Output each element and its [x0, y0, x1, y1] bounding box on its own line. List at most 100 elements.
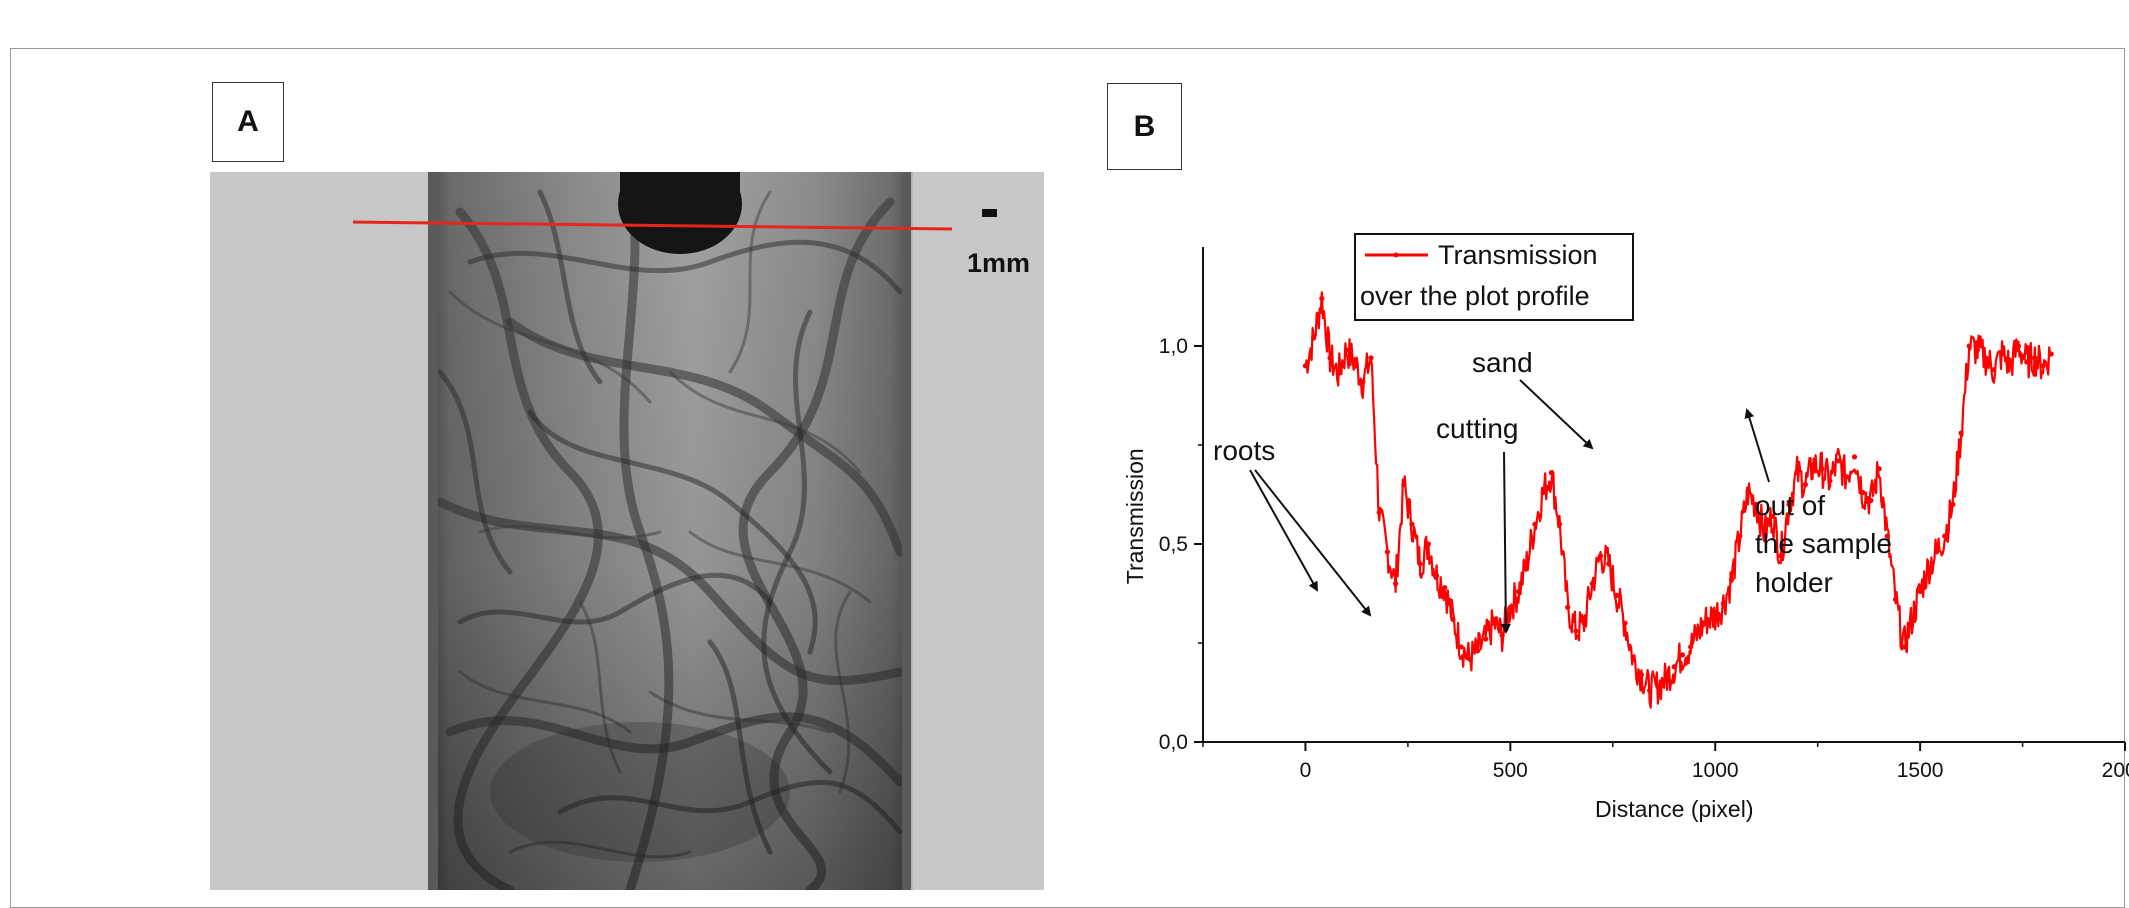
data-point [1655, 683, 1661, 690]
data-point [1671, 664, 1677, 670]
data-point [2032, 355, 2038, 361]
data-point [1458, 644, 1464, 650]
data-point [1925, 565, 1931, 571]
data-point [1474, 648, 1481, 654]
data-point [1884, 533, 1890, 539]
series-line [1304, 291, 2053, 709]
transmission-chart: 0 500 1000 1500 2000 0,0 0,5 1,0 Distance (pixel… [1122, 233, 2129, 822]
data-point [1384, 549, 1390, 555]
panel-label-a: A [212, 82, 284, 162]
data-point [1876, 466, 1882, 472]
annotation-arrows [1249, 379, 1770, 634]
data-point [1442, 584, 1448, 591]
legend-label-line1: Transmission [1438, 240, 1598, 270]
data-point [1794, 470, 1800, 476]
data-point [1352, 359, 1358, 365]
data-point [1597, 553, 1604, 559]
data-point [1343, 347, 1350, 353]
data-point [1909, 616, 1915, 622]
data-point [1499, 632, 1505, 638]
data-point [2048, 351, 2054, 357]
data-point [1974, 347, 1981, 353]
data-point [1769, 513, 1776, 519]
data-point [1966, 343, 1972, 349]
data-point [2007, 363, 2013, 369]
data-point [1425, 541, 1431, 547]
x-tick-label: 2000 [2102, 759, 2129, 782]
data-point [1401, 482, 1407, 488]
panel-label-b: B [1107, 83, 1182, 170]
chart-legend: Transmission over the plot profile [1354, 233, 1634, 321]
data-point [1950, 501, 1956, 507]
data-point [1540, 489, 1546, 496]
annotation-sand: sand [1472, 347, 1533, 378]
x-tick-label: 500 [1493, 759, 1528, 782]
y-tick-label: 0,5 [1159, 533, 1188, 556]
data-point [1933, 549, 1940, 555]
data-point [1368, 355, 1374, 361]
data-point [1712, 612, 1718, 618]
data-point [1565, 604, 1571, 610]
scale-bar-label: 1mm [967, 248, 1030, 278]
data-point [1753, 501, 1759, 507]
data-point [1433, 573, 1440, 579]
data-point [1483, 636, 1489, 642]
data-point [1556, 521, 1563, 527]
data-point [1622, 620, 1628, 626]
data-point [1901, 644, 1907, 650]
data-point [1630, 656, 1636, 662]
data-point [1417, 561, 1423, 567]
arrow-sand [1519, 379, 1594, 450]
data-point [1573, 628, 1579, 634]
annotation-the-sample: the sample [1755, 528, 1892, 559]
legend-swatch-marker [1393, 252, 1399, 258]
arrow-out-of-holder [1744, 408, 1770, 483]
data-point [1614, 592, 1620, 599]
data-point [1991, 367, 1997, 373]
data-point [1892, 596, 1899, 603]
y-tick-label: 1,0 [1159, 335, 1188, 358]
data-point [1532, 521, 1538, 527]
y-axis-title: Transmission [1122, 448, 1148, 584]
series-layer [1302, 291, 2054, 709]
x-tick-label: 0 [1300, 759, 1312, 782]
legend-label-line2: over the plot profile [1360, 281, 1590, 311]
legend-box [1354, 233, 1634, 321]
data-point [1761, 529, 1767, 535]
data-point [1548, 470, 1554, 476]
data-point [1647, 687, 1653, 694]
data-point [1688, 644, 1694, 650]
annotation-roots: roots [1213, 435, 1275, 466]
y-tick-label: 0,0 [1159, 731, 1188, 754]
data-point [1507, 604, 1513, 610]
data-point [1663, 676, 1669, 682]
data-point [1524, 561, 1530, 567]
data-point [1335, 371, 1341, 377]
data-point [1819, 466, 1825, 472]
data-point [1868, 497, 1874, 504]
data-point [1999, 351, 2005, 357]
data-point [1810, 462, 1817, 468]
data-point [1843, 474, 1849, 480]
data-point [1942, 533, 1948, 539]
data-point [1327, 355, 1333, 361]
data-point [1958, 430, 1964, 436]
data-point [2015, 343, 2022, 349]
scale-bar [982, 209, 997, 217]
data-point [1827, 478, 1833, 484]
x-axis-title: Distance (pixel) [1595, 796, 1754, 822]
data-point [1392, 581, 1399, 587]
data-point [1606, 561, 1612, 567]
data-point [1638, 672, 1645, 678]
arrow-roots-1 [1249, 469, 1318, 592]
data-point [1311, 335, 1317, 341]
data-point [1696, 628, 1702, 634]
data-point [1589, 581, 1595, 587]
data-point [1851, 454, 1858, 460]
data-point [1802, 482, 1808, 488]
data-point [1450, 616, 1456, 622]
data-point [1679, 652, 1686, 658]
data-point [1737, 533, 1743, 539]
data-point [1835, 458, 1841, 464]
chart-axes: 0 500 1000 1500 2000 0,0 0,5 1,0 Distance (pixel… [1122, 247, 2129, 822]
